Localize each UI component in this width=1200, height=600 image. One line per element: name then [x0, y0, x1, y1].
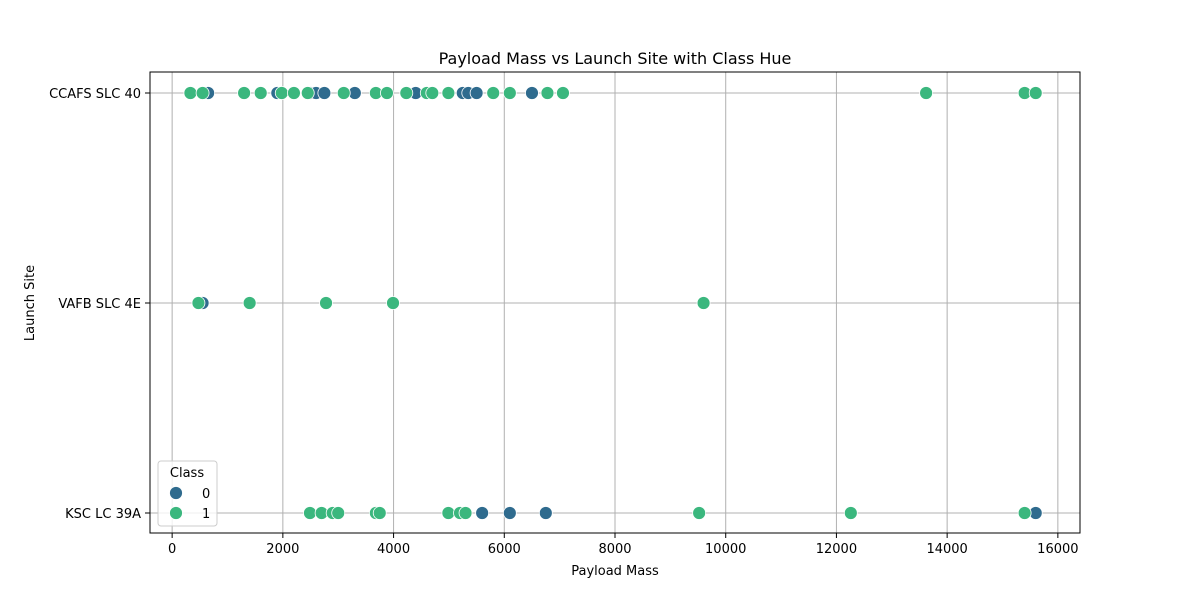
- legend-title: Class: [170, 466, 204, 481]
- x-tick-label: 8000: [598, 542, 631, 557]
- data-point-class-1: [1028, 86, 1043, 100]
- data-point-class-1: [540, 86, 555, 100]
- data-point-class-0: [538, 506, 553, 520]
- y-tick-label: KSC LC 39A: [65, 507, 141, 522]
- y-axis-label: Launch Site: [23, 265, 38, 341]
- data-point-class-1: [441, 506, 456, 520]
- x-tick-label: 4000: [377, 542, 410, 557]
- y-tick-label: VAFB SLC 4E: [58, 297, 141, 312]
- data-point-class-0: [469, 86, 484, 100]
- x-tick-label: 14000: [926, 542, 967, 557]
- data-point-class-1: [486, 86, 501, 100]
- data-point-class-1: [380, 86, 394, 100]
- data-point-class-1: [195, 86, 210, 100]
- data-point-class-1: [183, 86, 198, 100]
- data-point-class-1: [843, 506, 858, 520]
- data-point-class-0: [317, 86, 332, 100]
- data-point-class-0: [525, 86, 539, 100]
- y-axis-ticks: CCAFS SLC 40 VAFB SLC 4E KSC LC 39A: [49, 87, 150, 522]
- data-point-class-1: [191, 296, 206, 310]
- x-tick-label: 6000: [488, 542, 521, 557]
- data-point-class-1: [441, 86, 456, 100]
- data-point-class-1: [331, 506, 346, 520]
- data-point-class-1: [502, 86, 517, 100]
- x-tick-label: 16000: [1037, 542, 1078, 557]
- data-point-class-1: [399, 86, 414, 100]
- data-point-class-0: [475, 506, 490, 520]
- data-point-class-1: [692, 506, 707, 520]
- x-axis-label: Payload Mass: [571, 564, 659, 579]
- x-tick-label: 12000: [816, 542, 857, 557]
- legend-entries: 01: [169, 486, 210, 522]
- legend-marker: [169, 506, 183, 520]
- data-point-class-1: [919, 86, 934, 100]
- legend-label: 1: [202, 507, 210, 522]
- legend-label: 0: [202, 487, 210, 502]
- data-point-class-1: [696, 296, 711, 310]
- data-point-class-1: [319, 296, 333, 310]
- data-point-class-1: [372, 506, 387, 520]
- data-point-class-1: [287, 86, 301, 100]
- data-point-class-1: [253, 86, 268, 100]
- data-point-class-1: [556, 86, 570, 100]
- data-point-class-1: [336, 86, 351, 100]
- data-points: [183, 86, 1043, 520]
- data-point-class-0: [502, 506, 517, 520]
- data-point-class-1: [458, 506, 473, 520]
- legend: Class 01: [157, 460, 218, 527]
- data-point-class-1: [300, 86, 315, 100]
- x-tick-label: 2000: [266, 542, 299, 557]
- chart-title: Payload Mass vs Launch Site with Class H…: [439, 49, 792, 68]
- x-tick-label: 0: [168, 542, 176, 557]
- data-point-class-1: [242, 296, 257, 310]
- y-tick-label: CCAFS SLC 40: [49, 87, 141, 102]
- data-point-class-1: [425, 86, 440, 100]
- x-tick-label: 10000: [705, 542, 746, 557]
- legend-marker: [169, 486, 183, 500]
- data-point-class-1: [386, 296, 400, 310]
- data-point-class-1: [237, 86, 252, 100]
- data-point-class-1: [303, 506, 317, 520]
- data-point-class-1: [274, 86, 289, 100]
- x-axis-ticks: 0 2000 4000 6000 8000 10000 12000 14000 16000: [168, 533, 1079, 557]
- data-point-class-1: [1017, 506, 1032, 520]
